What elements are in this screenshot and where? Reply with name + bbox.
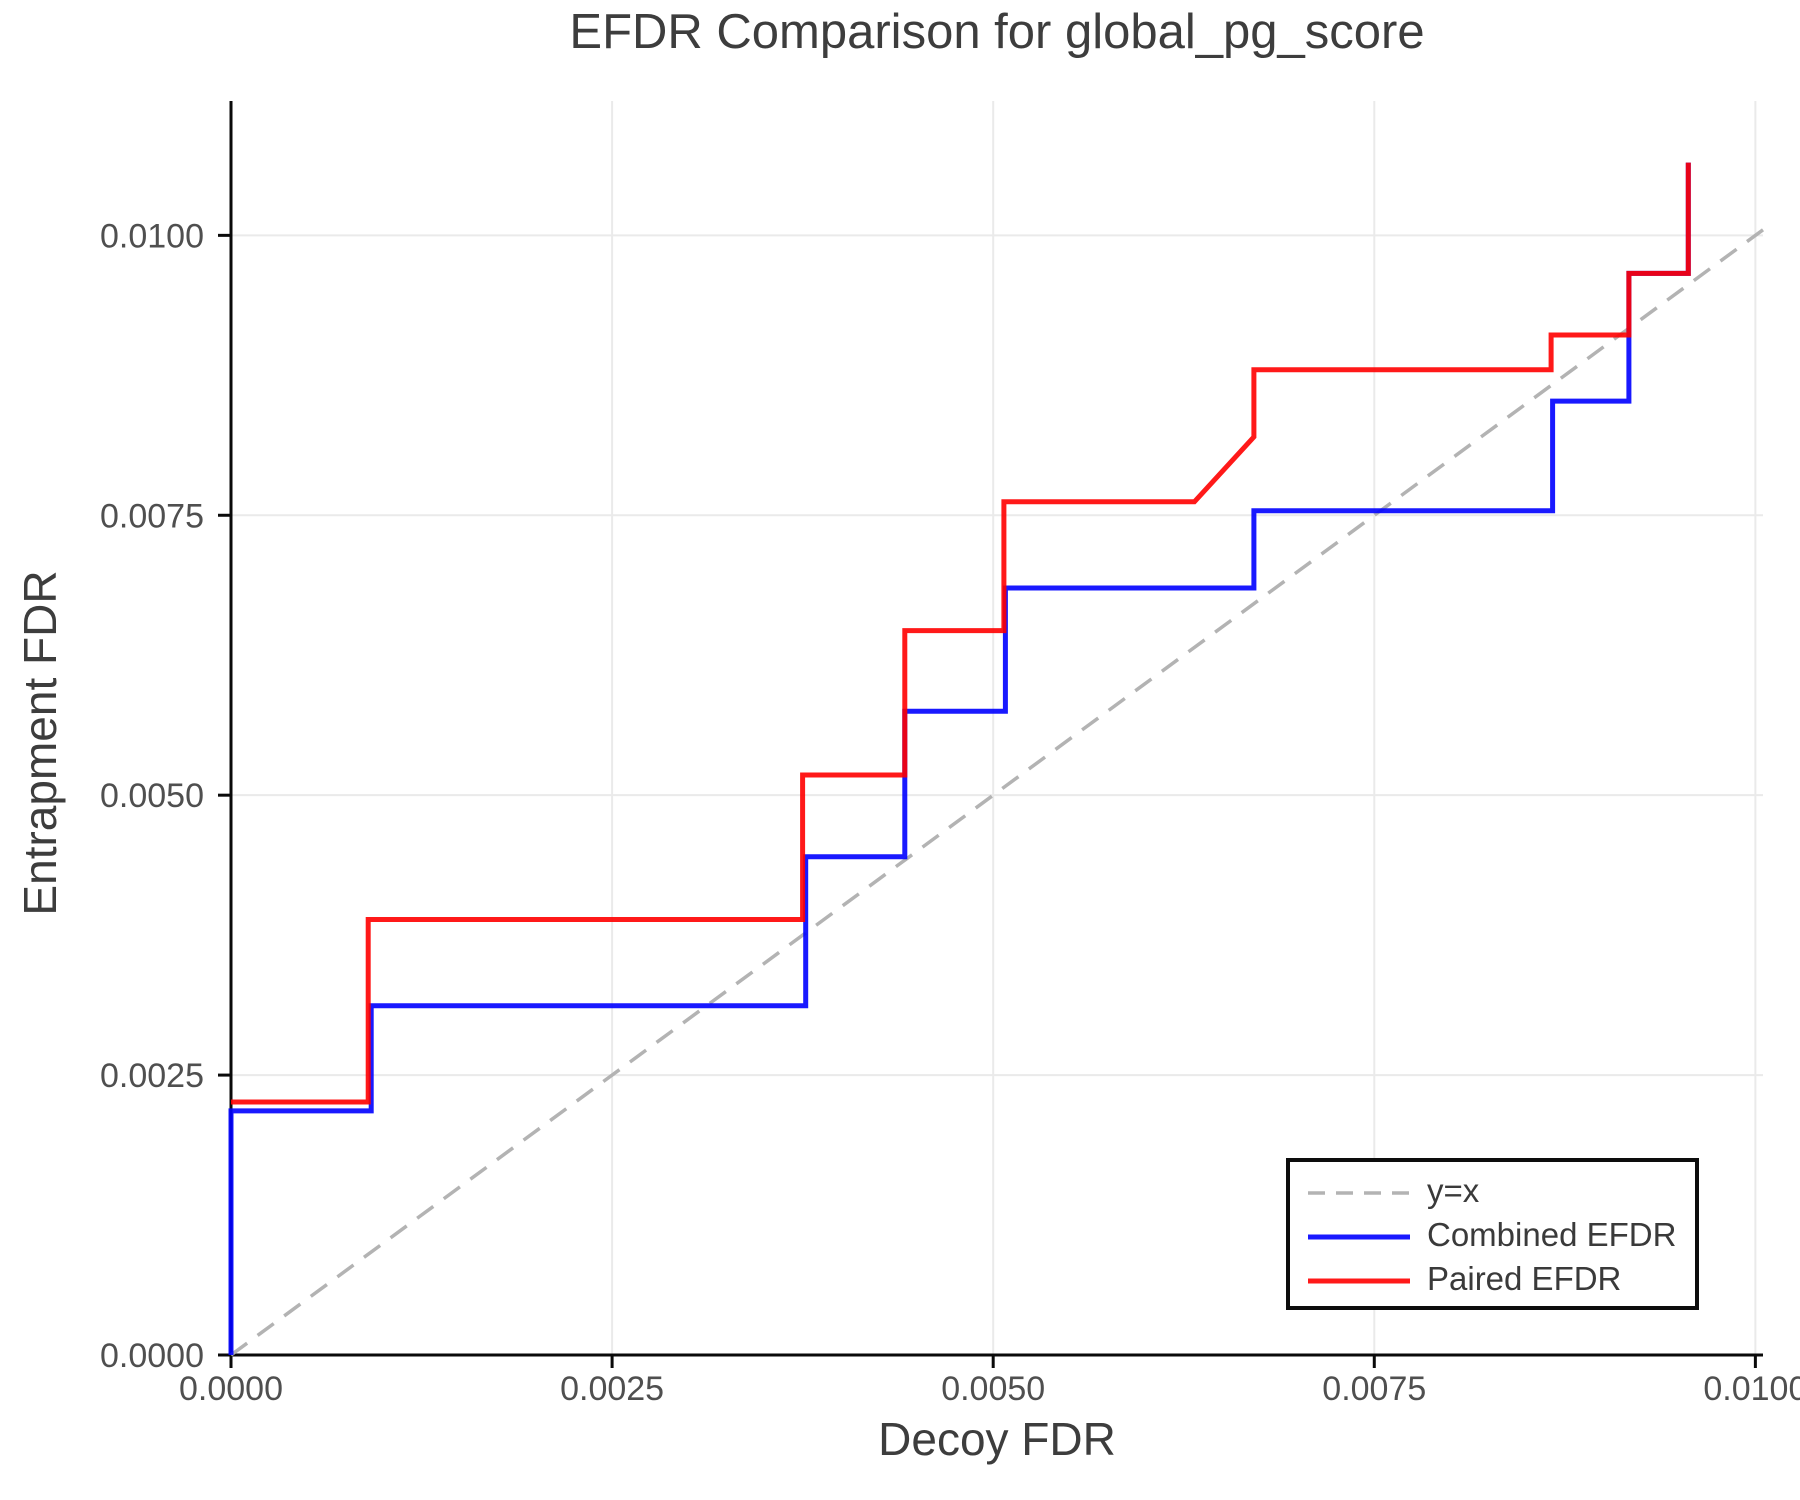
legend-sample-svg — [1308, 1191, 1410, 1195]
legend: y=x Combined EFDR Paired EFDR — [1286, 1158, 1699, 1310]
series-line-combined-efdr — [228, 162, 1691, 1355]
legend-sample-paired-efdr-line — [1306, 1273, 1412, 1284]
y-tick-label: 0.0075 — [100, 497, 204, 535]
x-tick-label: 0.0100 — [1703, 1370, 1800, 1408]
x-tick-label: 0.0075 — [1322, 1370, 1426, 1408]
y-axis-label: Entrapment FDR — [14, 570, 66, 916]
legend-entry-y-equals-x: y=x — [1306, 1168, 1695, 1212]
legend-sample-svg — [1308, 1278, 1410, 1284]
y-tick-label: 0.0000 — [100, 1337, 204, 1375]
y-tick-label: 0.0025 — [100, 1057, 204, 1095]
series-line-paired-efdr — [231, 162, 1691, 1105]
legend-sample-y-equals-x-line — [1306, 1185, 1412, 1195]
legend-sample-svg — [1308, 1234, 1410, 1240]
legend-entry-combined-efdr: Combined EFDR — [1306, 1212, 1695, 1256]
x-tick-label: 0.0050 — [941, 1370, 1045, 1408]
y-tick-label: 0.0100 — [100, 217, 204, 255]
legend-entry-paired-efdr: Paired EFDR — [1306, 1256, 1695, 1300]
series-line-y-x — [229, 228, 1765, 1357]
legend-label: Combined EFDR — [1427, 1215, 1677, 1253]
legend-label: y=x — [1427, 1171, 1480, 1209]
chart-title: EFDR Comparison for global_pg_score — [569, 5, 1425, 59]
x-axis-label: Decoy FDR — [878, 1413, 1116, 1465]
y-tick-label: 0.0050 — [100, 777, 204, 815]
legend-sample-combined-efdr-line — [1306, 1229, 1412, 1240]
legend-label: Paired EFDR — [1427, 1259, 1622, 1297]
x-tick-label: 0.0000 — [179, 1370, 283, 1408]
x-tick-label: 0.0025 — [560, 1370, 664, 1408]
